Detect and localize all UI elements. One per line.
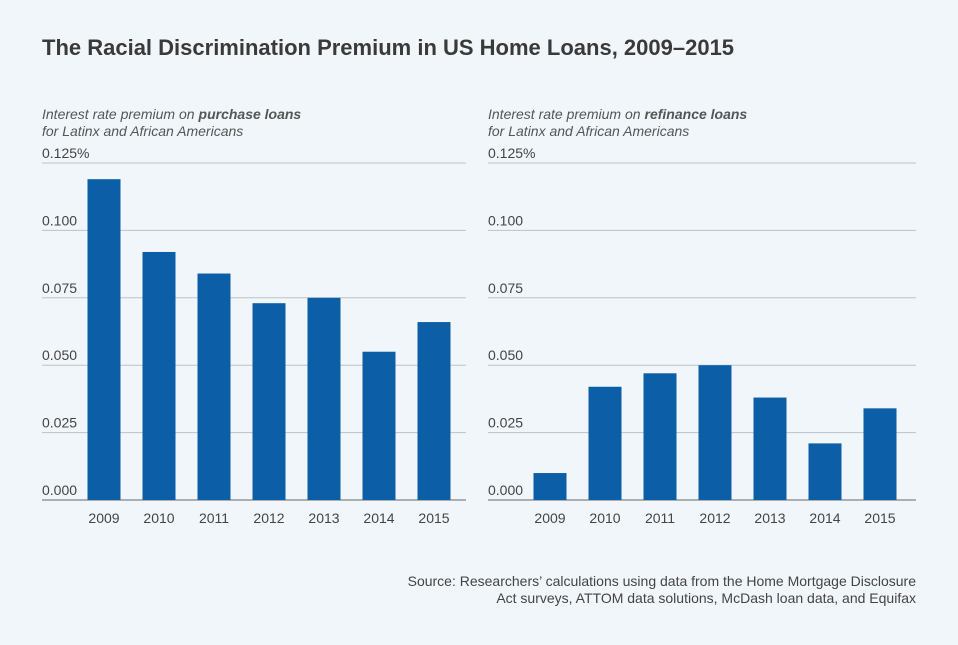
x-tick-label: 2009 <box>534 510 565 526</box>
bar <box>643 373 677 500</box>
subtitle-emphasis: refinance loans <box>645 106 748 122</box>
bar <box>808 443 842 500</box>
subtitle: for Latinx and African Americans <box>488 123 689 139</box>
x-tick-label: 2015 <box>864 510 895 526</box>
y-tick-label: 0.100 <box>488 212 523 228</box>
y-tick-label: 0.100 <box>42 212 77 228</box>
x-tick-label: 2012 <box>253 510 284 526</box>
x-tick-label: 2010 <box>143 510 174 526</box>
y-tick-label: 0.075 <box>488 280 523 296</box>
x-tick-label: 2013 <box>754 510 785 526</box>
x-tick-label: 2012 <box>699 510 730 526</box>
bar <box>87 179 121 500</box>
subtitle-lead: Interest rate premium on <box>42 106 195 122</box>
bar <box>863 408 897 500</box>
y-tick-label: 0.050 <box>42 347 77 363</box>
y-tick-label: 0.025 <box>42 415 77 431</box>
y-tick-label: 0.000 <box>488 482 523 498</box>
x-tick-label: 2015 <box>418 510 449 526</box>
subtitle: Interest rate premium on purchase loans <box>42 106 301 122</box>
bar <box>533 473 567 500</box>
bar <box>753 397 787 500</box>
x-tick-label: 2014 <box>363 510 394 526</box>
x-tick-label: 2010 <box>589 510 620 526</box>
y-tick-label: 0.125% <box>488 145 535 161</box>
subtitle: Interest rate premium on refinance loans <box>488 106 747 122</box>
bar <box>252 303 286 500</box>
source: Act surveys, ATTOM data solutions, McDas… <box>496 590 916 606</box>
page-title: The Racial Discrimination Premium in US … <box>42 35 734 60</box>
bar <box>362 351 396 500</box>
y-tick-label: 0.075 <box>42 280 77 296</box>
bar <box>588 386 622 500</box>
x-tick-label: 2011 <box>199 510 229 526</box>
x-tick-label: 2009 <box>88 510 119 526</box>
y-tick-label: 0.050 <box>488 347 523 363</box>
source: Source: Researchers’ calculations using … <box>408 573 917 589</box>
y-tick-label: 0.025 <box>488 415 523 431</box>
bar <box>698 365 732 500</box>
x-tick-label: 2014 <box>809 510 840 526</box>
y-tick-label: 0.125% <box>42 145 89 161</box>
subtitle: for Latinx and African Americans <box>42 123 243 139</box>
subtitle-lead: Interest rate premium on <box>488 106 641 122</box>
bar <box>142 251 176 500</box>
x-tick-label: 2011 <box>645 510 675 526</box>
x-tick-label: 2013 <box>308 510 339 526</box>
bar <box>307 297 341 500</box>
y-tick-label: 0.000 <box>42 482 77 498</box>
bar <box>197 273 231 500</box>
bar <box>417 322 451 500</box>
subtitle-emphasis: purchase loans <box>198 106 302 122</box>
